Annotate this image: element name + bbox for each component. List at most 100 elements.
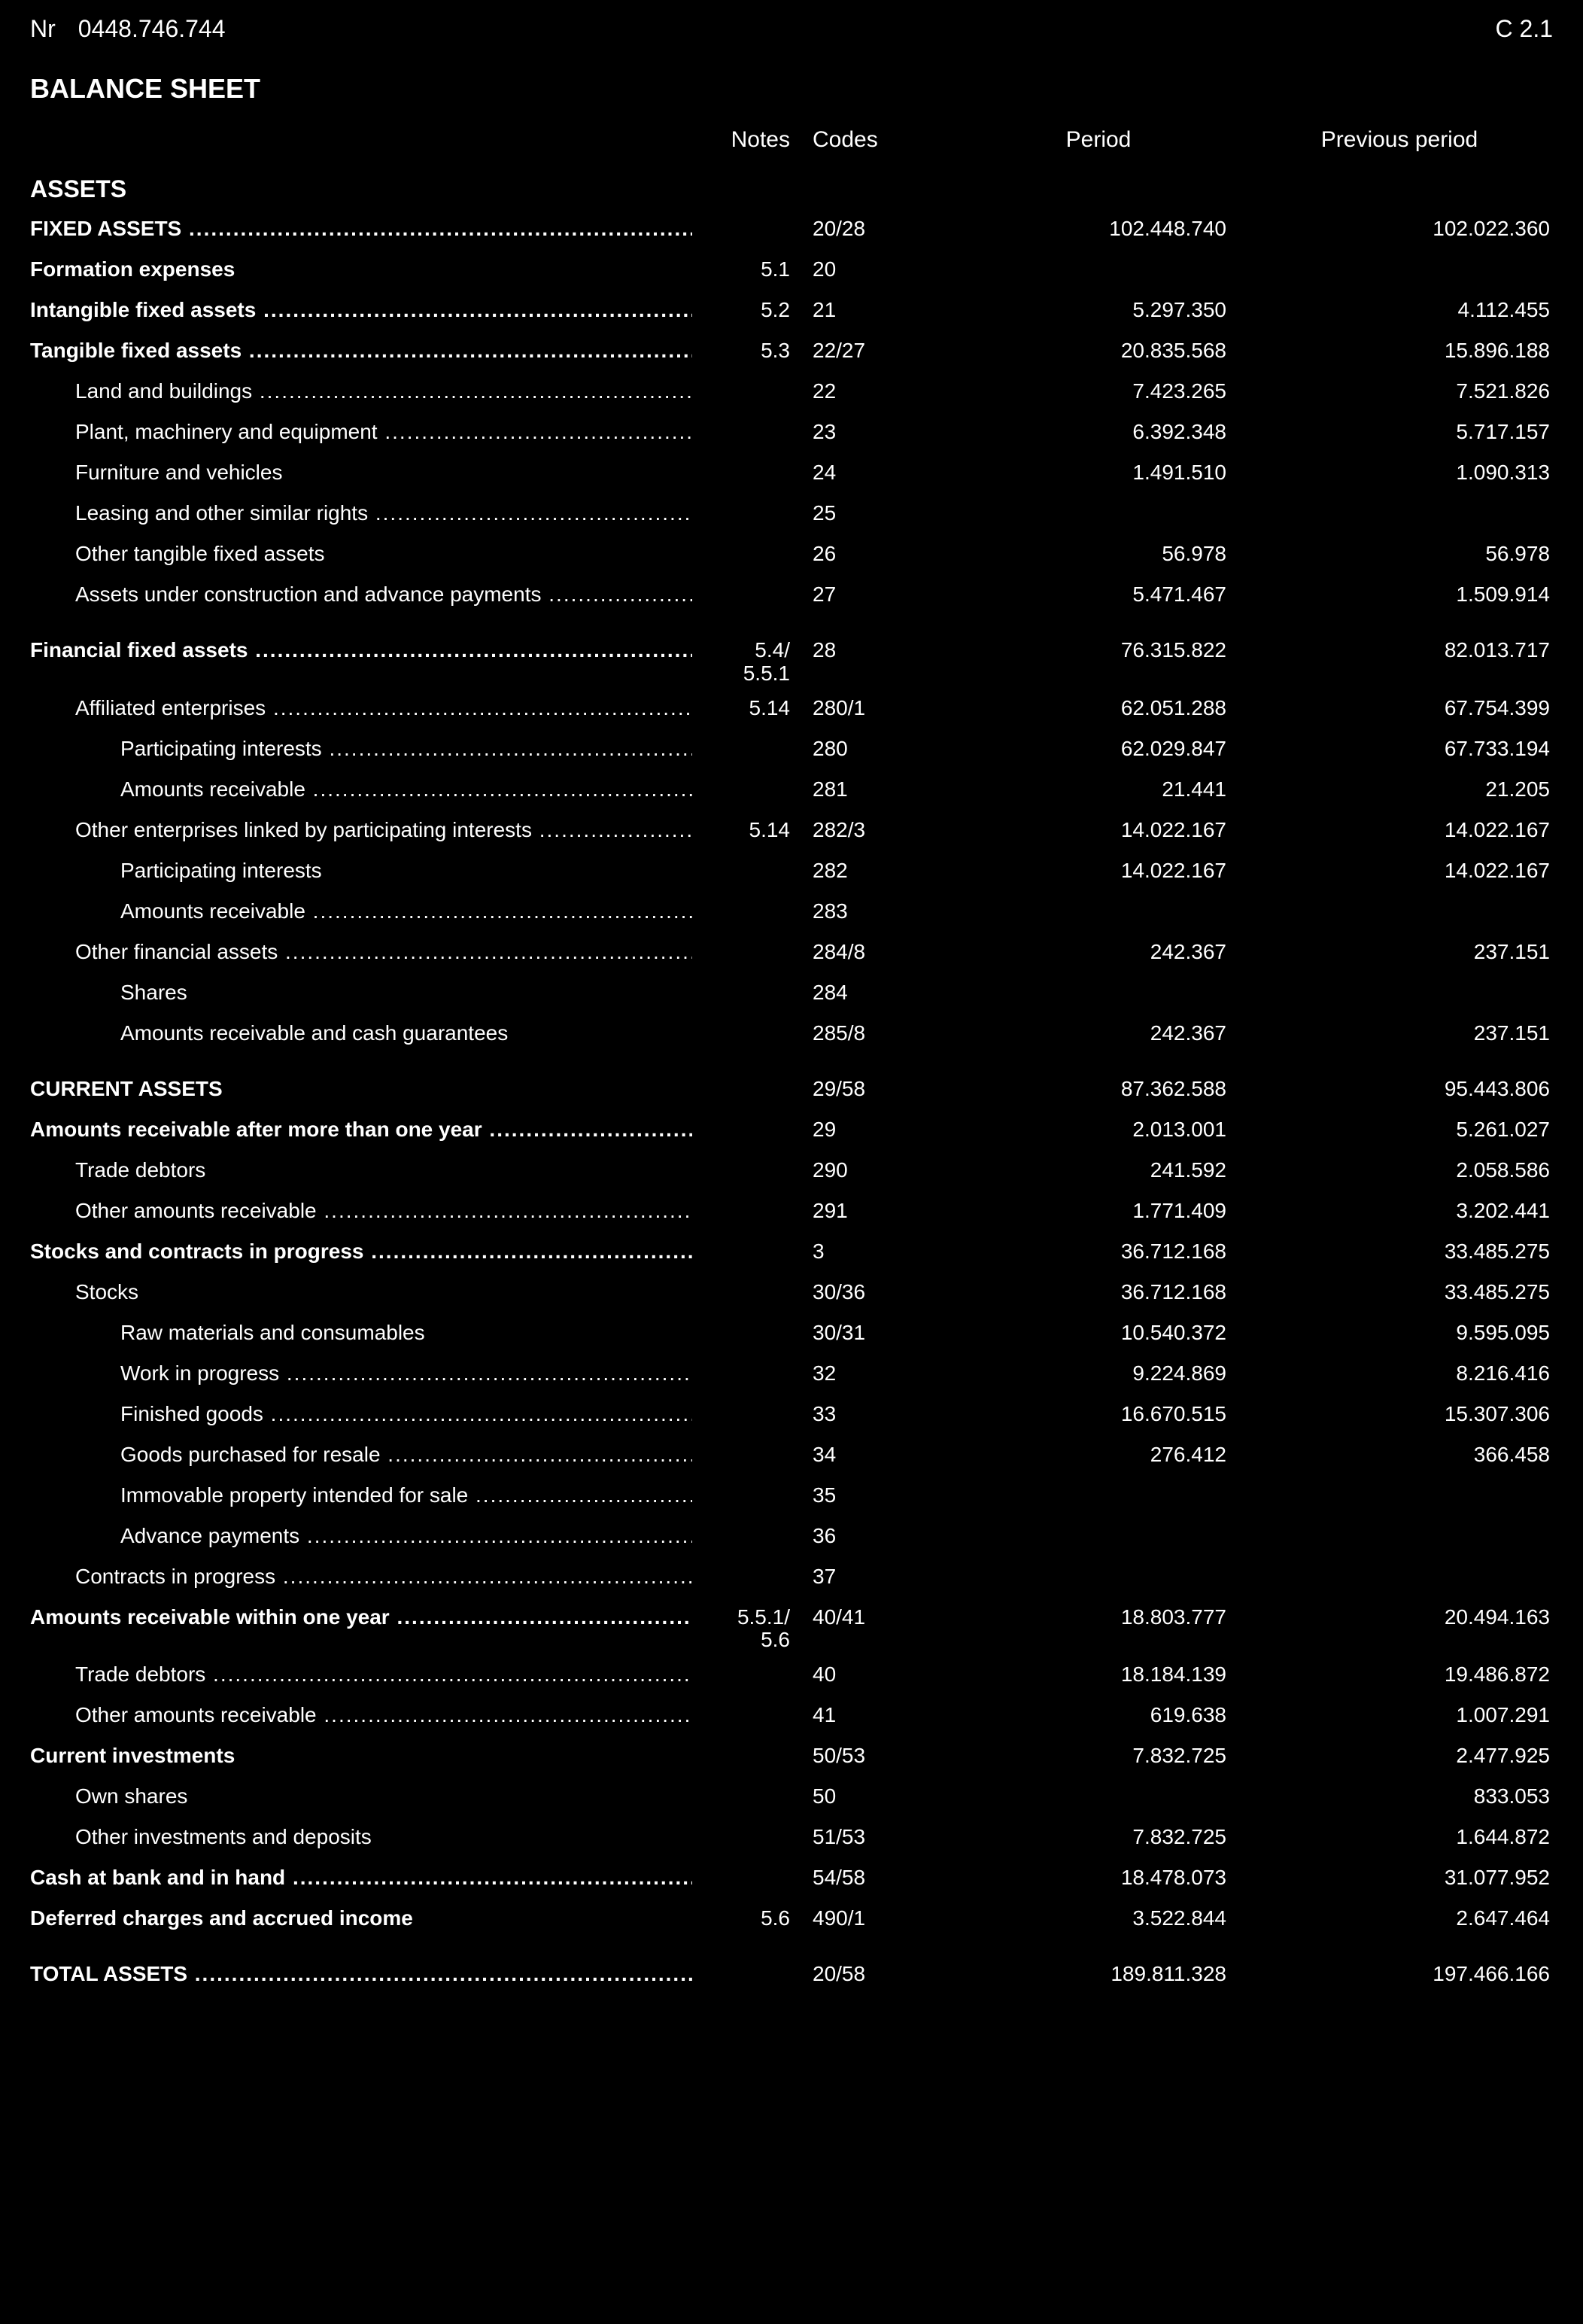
section-assets: ASSETS	[30, 175, 1553, 203]
row-label: Furniture and vehicles	[30, 461, 692, 485]
row-codes: 280/1	[813, 696, 948, 720]
table-row: Amounts receivable28121.44121.205	[30, 777, 1553, 808]
row-label: Work in progress	[30, 1361, 692, 1386]
row-label: Immovable property intended for sale	[30, 1483, 692, 1507]
table-row: Amounts receivable within one year5.5.1/…	[30, 1605, 1553, 1653]
row-label: Current investments	[30, 1744, 692, 1768]
row-period: 18.184.139	[948, 1662, 1249, 1687]
row-label: Participating interests	[30, 859, 692, 883]
row-codes: 30/31	[813, 1321, 948, 1345]
row-label: Financial fixed assets	[30, 638, 692, 662]
row-codes: 32	[813, 1361, 948, 1386]
row-label: Other tangible fixed assets	[30, 542, 692, 566]
row-codes: 22/27	[813, 339, 948, 363]
row-label: Goods purchased for resale	[30, 1443, 692, 1467]
table-row: Tangible fixed assets5.322/2720.835.5681…	[30, 339, 1553, 369]
table-row: Amounts receivable and cash guarantees28…	[30, 1021, 1553, 1051]
row-label: Amounts receivable within one year	[30, 1605, 692, 1629]
table-row: Other tangible fixed assets2656.97856.97…	[30, 542, 1553, 572]
row-period: 14.022.167	[948, 818, 1249, 842]
row-period: 3.522.844	[948, 1906, 1249, 1930]
row-codes: 29/58	[813, 1077, 948, 1101]
table-row: Shares284	[30, 981, 1553, 1011]
row-label: Finished goods	[30, 1402, 692, 1426]
row-prev: 14.022.167	[1249, 818, 1550, 842]
row-codes: 282	[813, 859, 948, 883]
row-period: 36.712.168	[948, 1280, 1249, 1304]
row-period: 9.224.869	[948, 1361, 1249, 1386]
row-codes: 50	[813, 1784, 948, 1808]
table-row: Participating interests28214.022.16714.0…	[30, 859, 1553, 889]
row-label: Amounts receivable after more than one y…	[30, 1118, 692, 1142]
table-row: Plant, machinery and equipment236.392.34…	[30, 420, 1553, 450]
table-row: Participating interests28062.029.84767.7…	[30, 737, 1553, 767]
row-codes: 30/36	[813, 1280, 948, 1304]
row-label: Other enterprises linked by participatin…	[30, 818, 692, 842]
row-codes: 22	[813, 379, 948, 403]
row-codes: 25	[813, 501, 948, 525]
row-codes: 33	[813, 1402, 948, 1426]
row-notes: 5.4/5.5.1	[692, 639, 813, 686]
row-notes: 5.2	[692, 298, 813, 322]
row-codes: 20/58	[813, 1962, 948, 1986]
table-row: Other amounts receivable41619.6381.007.2…	[30, 1703, 1553, 1733]
row-prev: 833.053	[1249, 1784, 1550, 1808]
table-row: CURRENT ASSETS29/5887.362.58895.443.806	[30, 1077, 1553, 1107]
table-row: TOTAL ASSETS20/58189.811.328197.466.166	[30, 1962, 1553, 1992]
table-row: Affiliated enterprises5.14280/162.051.28…	[30, 696, 1553, 726]
row-label: Deferred charges and accrued income	[30, 1906, 692, 1930]
row-notes: 5.6	[692, 1906, 813, 1930]
row-prev: 33.485.275	[1249, 1240, 1550, 1264]
row-prev: 2.477.925	[1249, 1744, 1550, 1768]
row-period: 242.367	[948, 940, 1249, 964]
row-label: Trade debtors	[30, 1662, 692, 1687]
row-period: 20.835.568	[948, 339, 1249, 363]
table-row: FIXED ASSETS20/28102.448.740102.022.360	[30, 217, 1553, 247]
row-codes: 490/1	[813, 1906, 948, 1930]
row-period: 1.491.510	[948, 461, 1249, 485]
table-row: Work in progress329.224.8698.216.416	[30, 1361, 1553, 1392]
row-label: Contracts in progress	[30, 1565, 692, 1589]
row-codes: 21	[813, 298, 948, 322]
row-prev: 2.058.586	[1249, 1158, 1550, 1182]
row-period: 1.771.409	[948, 1199, 1249, 1223]
row-period: 5.297.350	[948, 298, 1249, 322]
row-codes: 40	[813, 1662, 948, 1687]
row-period: 56.978	[948, 542, 1249, 566]
row-prev: 21.205	[1249, 777, 1550, 802]
row-label: Participating interests	[30, 737, 692, 761]
row-label: Formation expenses	[30, 257, 692, 281]
spacer	[30, 1062, 1553, 1077]
table-row: Other amounts receivable2911.771.4093.20…	[30, 1199, 1553, 1229]
row-notes: 5.14	[692, 696, 813, 720]
row-codes: 280	[813, 737, 948, 761]
row-codes: 281	[813, 777, 948, 802]
table-row: Formation expenses5.120	[30, 257, 1553, 287]
row-label: Raw materials and consumables	[30, 1321, 692, 1345]
table-row: Other investments and deposits51/537.832…	[30, 1825, 1553, 1855]
table-row: Trade debtors290241.5922.058.586	[30, 1158, 1553, 1188]
row-label: FIXED ASSETS	[30, 217, 692, 241]
row-codes: 282/3	[813, 818, 948, 842]
row-period: 87.362.588	[948, 1077, 1249, 1101]
row-codes: 28	[813, 638, 948, 662]
row-prev: 14.022.167	[1249, 859, 1550, 883]
table-row: Financial fixed assets5.4/5.5.12876.315.…	[30, 638, 1553, 686]
row-codes: 284	[813, 981, 948, 1005]
table-row: Contracts in progress37	[30, 1565, 1553, 1595]
row-codes: 40/41	[813, 1605, 948, 1629]
row-prev: 1.090.313	[1249, 461, 1550, 485]
row-prev: 1.007.291	[1249, 1703, 1550, 1727]
row-codes: 35	[813, 1483, 948, 1507]
table-row: Leasing and other similar rights25	[30, 501, 1553, 531]
spacer	[30, 623, 1553, 638]
row-codes: 29	[813, 1118, 948, 1142]
row-prev: 102.022.360	[1249, 217, 1550, 241]
table-row: Current investments50/537.832.7252.477.9…	[30, 1744, 1553, 1774]
row-period: 2.013.001	[948, 1118, 1249, 1142]
table-row: Advance payments36	[30, 1524, 1553, 1554]
row-label: Amounts receivable	[30, 777, 692, 802]
table-row: Other financial assets284/8242.367237.15…	[30, 940, 1553, 970]
row-codes: 36	[813, 1524, 948, 1548]
row-label: Intangible fixed assets	[30, 298, 692, 322]
